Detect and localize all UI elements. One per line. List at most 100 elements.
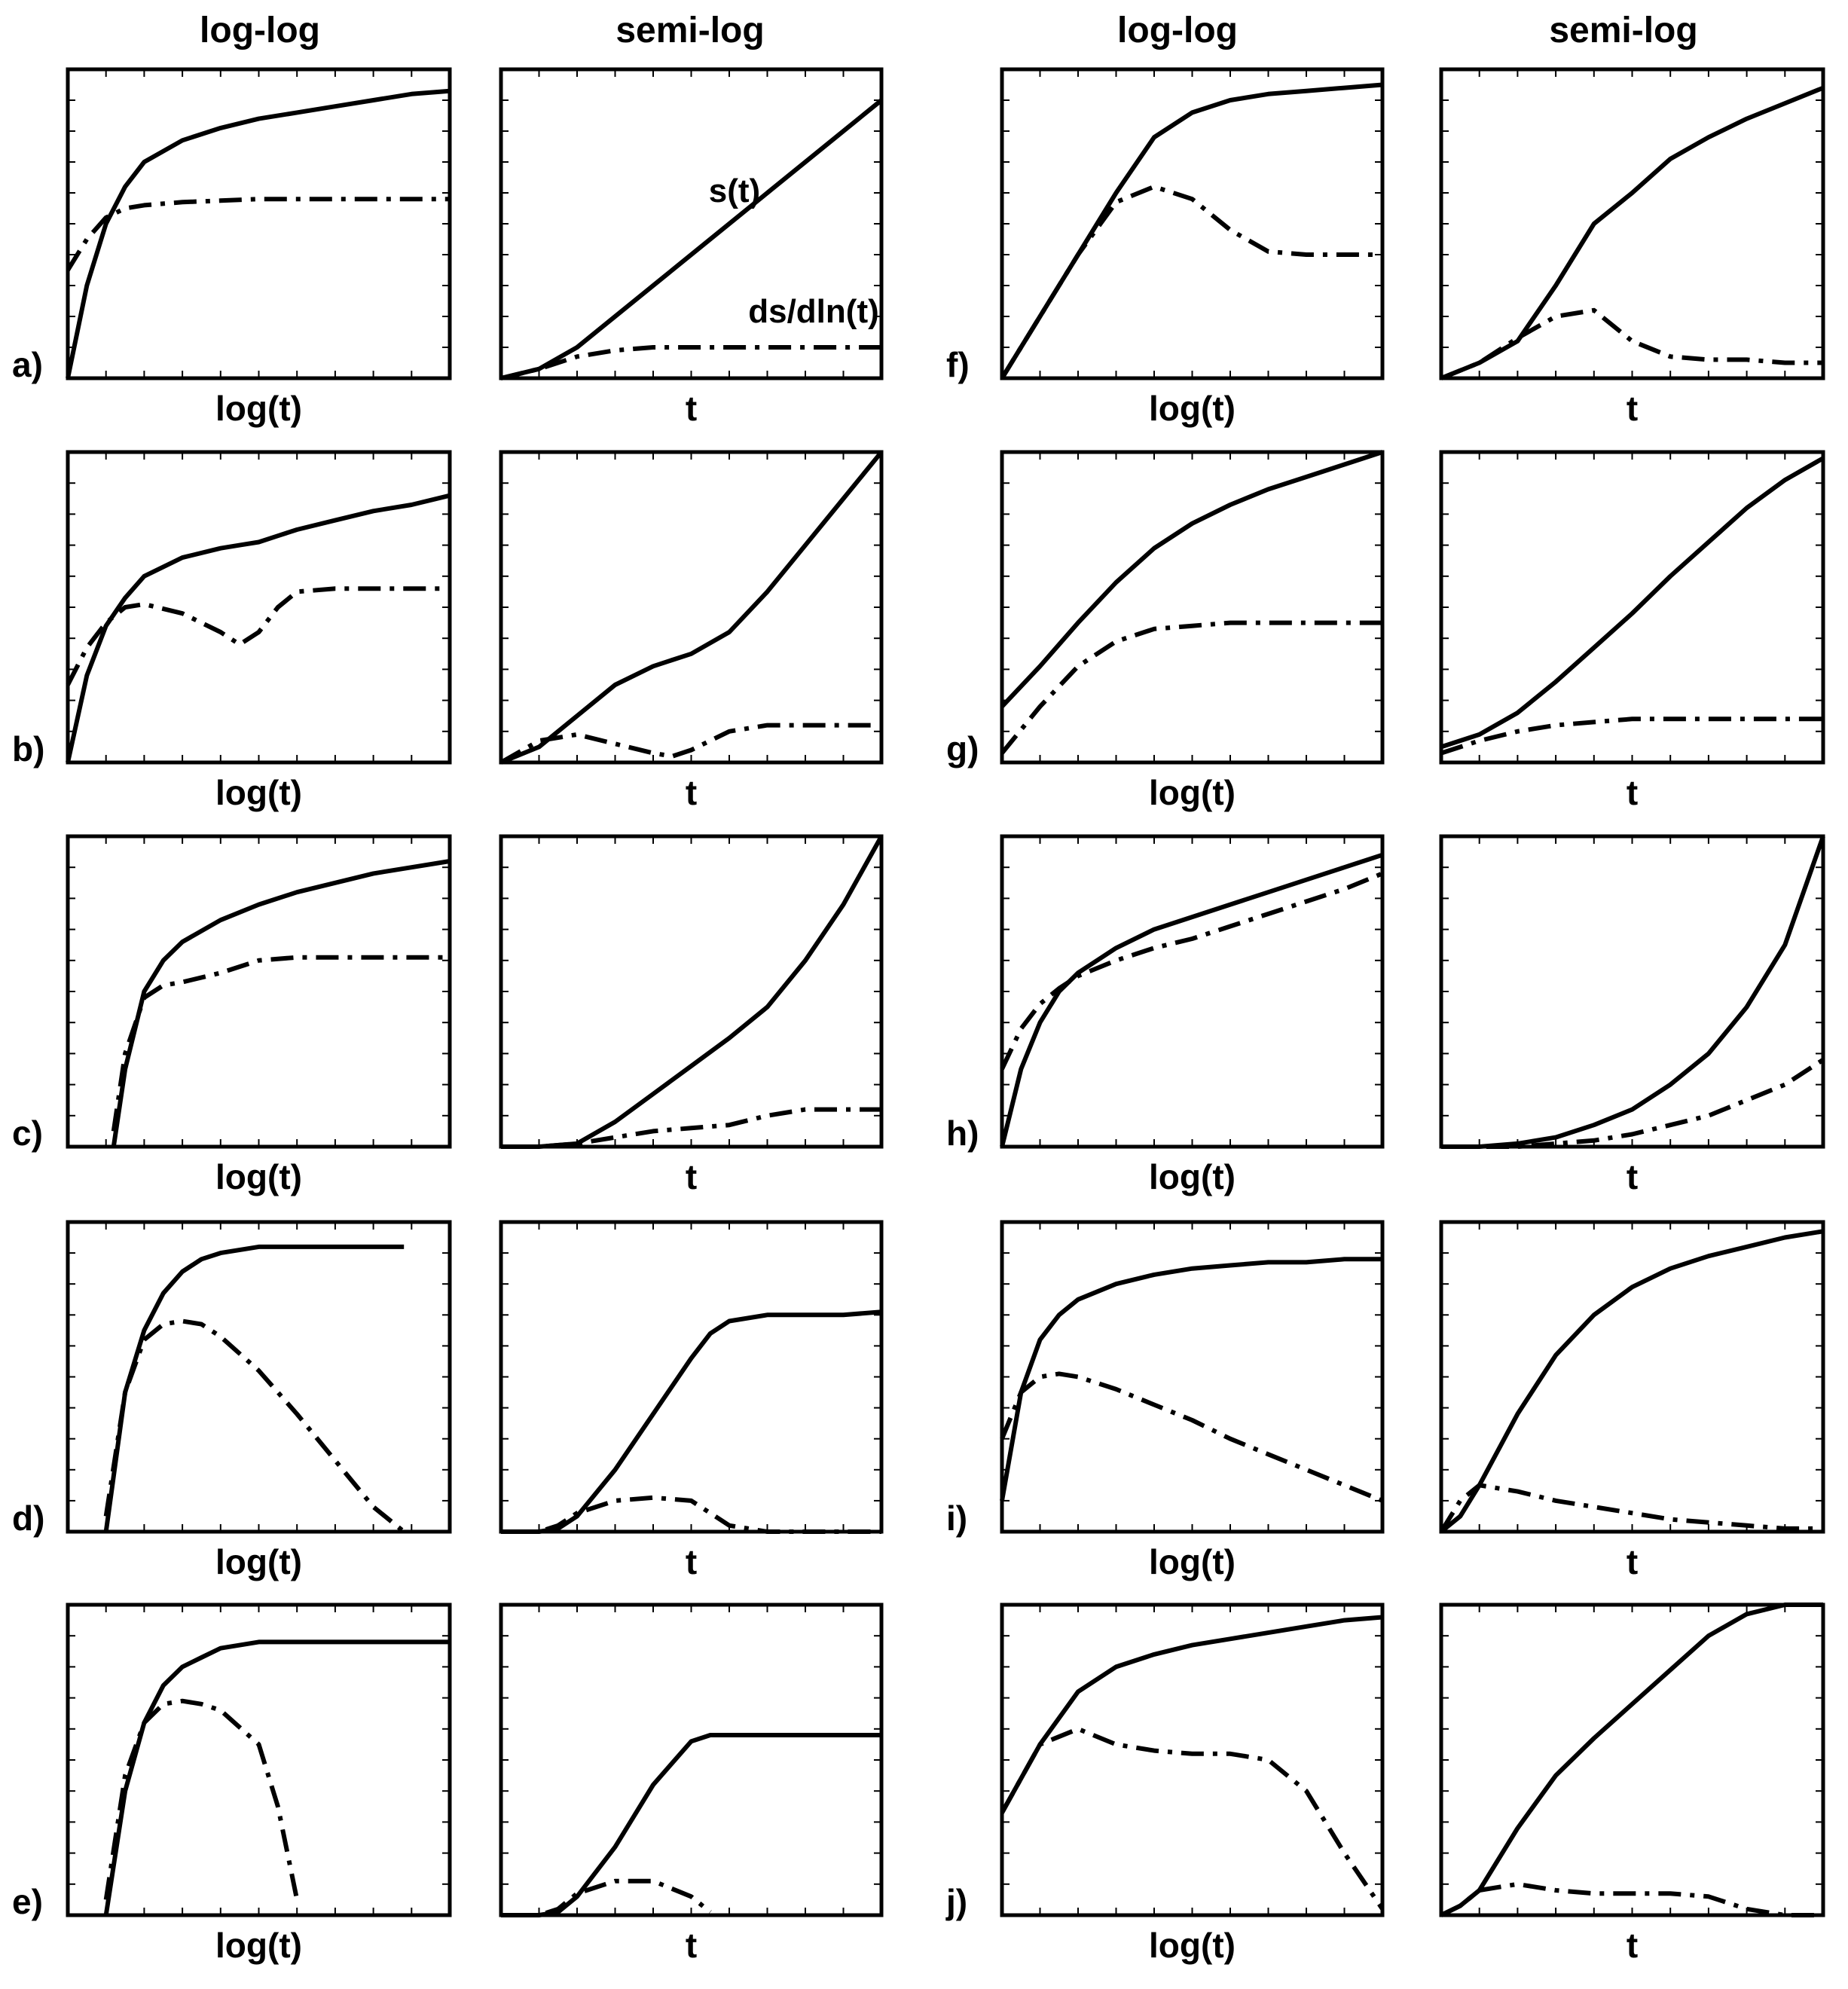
panel-frame bbox=[66, 1220, 452, 1534]
series-s-b2 bbox=[499, 451, 884, 765]
series-dsdln-g bbox=[1000, 620, 1382, 755]
x-axis-label: log(t) bbox=[1149, 1157, 1236, 1196]
panel-frame bbox=[66, 1603, 452, 1917]
panel-frame bbox=[499, 67, 884, 380]
series-s-e bbox=[103, 1639, 450, 1916]
series-s-i bbox=[1000, 1257, 1382, 1502]
series-s-d bbox=[103, 1244, 405, 1532]
x-axis-label: log(t) bbox=[1149, 1926, 1236, 1965]
panel-j2: t bbox=[1439, 1603, 1825, 1965]
series-dsdln-b2 bbox=[499, 723, 881, 765]
annotation-solid: s(t) bbox=[709, 173, 760, 209]
x-axis-label: t bbox=[1627, 773, 1638, 812]
x-axis-label: t bbox=[686, 1542, 697, 1581]
panel-label: e) bbox=[12, 1882, 43, 1921]
panel-c2: t bbox=[499, 834, 884, 1196]
panel-label: f) bbox=[946, 345, 970, 384]
panel-b2: t bbox=[499, 450, 884, 812]
x-axis-label: log(t) bbox=[215, 389, 302, 428]
series-dsdln-g2 bbox=[1440, 716, 1823, 756]
panel-c: log(t) c) bbox=[12, 834, 452, 1196]
x-axis-label: log(t) bbox=[215, 773, 302, 812]
panel-frame bbox=[499, 1603, 884, 1917]
panel-frame bbox=[499, 450, 884, 765]
panel-d: log(t) d) bbox=[12, 1220, 452, 1581]
x-axis-label: t bbox=[1627, 389, 1638, 428]
panel-e: log(t) e) bbox=[12, 1603, 452, 1965]
series-dsdln-c2 bbox=[501, 1107, 881, 1149]
panel-g: log(t) g) bbox=[946, 450, 1385, 812]
panel-frame bbox=[66, 834, 452, 1149]
x-axis-label: log(t) bbox=[215, 1926, 302, 1965]
series-s-b bbox=[66, 493, 451, 763]
panel-f: log(t) f) bbox=[946, 67, 1385, 428]
x-axis-label: t bbox=[1627, 1542, 1638, 1581]
series-dsdln-a2 bbox=[500, 345, 881, 380]
panel-label: c) bbox=[12, 1114, 43, 1153]
x-axis-label: log(t) bbox=[1149, 773, 1236, 812]
panel-label: j) bbox=[945, 1882, 967, 1921]
panel-label: a) bbox=[12, 345, 43, 384]
series-s-h2 bbox=[1441, 836, 1825, 1149]
panel-frame bbox=[1439, 834, 1825, 1149]
panel-a: log(t) a) bbox=[12, 67, 452, 428]
panel-h2: t bbox=[1439, 834, 1825, 1196]
series-s-h bbox=[1000, 852, 1383, 1147]
panel-frame bbox=[66, 67, 452, 380]
panel-label: h) bbox=[946, 1114, 979, 1153]
panel-frame bbox=[1439, 1220, 1825, 1534]
panel-frame bbox=[1439, 67, 1825, 380]
series-s-a2 bbox=[500, 98, 883, 380]
panel-frame bbox=[1439, 450, 1825, 765]
series-dsdln-c bbox=[111, 955, 450, 1132]
series-s-g bbox=[1000, 450, 1383, 708]
series-dsdln-f bbox=[1000, 184, 1382, 380]
panel-j: log(t) j) bbox=[945, 1603, 1385, 1965]
series-dsdln-b bbox=[66, 586, 450, 686]
series-s-d2 bbox=[501, 1309, 882, 1534]
panels: log(t) a) t log(t) b) t log(t) c) t log(t) d) t log(… bbox=[12, 67, 1825, 1965]
series-dsdln-a bbox=[66, 197, 450, 272]
panel-i2: t bbox=[1439, 1220, 1825, 1581]
series-s-c2 bbox=[501, 835, 884, 1149]
series-dsdln-d2 bbox=[501, 1495, 881, 1534]
panel-i: log(t) i) bbox=[946, 1220, 1385, 1581]
series-s-f2 bbox=[1440, 85, 1825, 380]
x-axis-label: t bbox=[686, 1157, 697, 1196]
series-dsdln-h bbox=[1000, 871, 1384, 1071]
series-s-f bbox=[1000, 82, 1383, 380]
x-axis-label: t bbox=[1627, 1157, 1638, 1196]
header-loglog-left: log-log bbox=[200, 11, 320, 50]
series-s-c bbox=[111, 859, 451, 1147]
x-axis-label: log(t) bbox=[1149, 389, 1236, 428]
panel-b: log(t) b) bbox=[12, 450, 452, 812]
header-loglog-right: log-log bbox=[1117, 11, 1238, 50]
series-s-j2 bbox=[1440, 1603, 1823, 1917]
series-dsdln-e bbox=[103, 1698, 300, 1901]
annotation-dashdot: ds/dln(t) bbox=[748, 293, 879, 330]
series-dsdln-d bbox=[103, 1318, 406, 1534]
header-semilog-left: semi-log bbox=[615, 11, 764, 50]
x-axis-label: log(t) bbox=[1149, 1542, 1236, 1581]
panel-frame bbox=[1439, 1603, 1825, 1917]
x-axis-label: t bbox=[686, 1926, 697, 1965]
panel-frame bbox=[499, 834, 884, 1149]
series-dsdln-f2 bbox=[1440, 307, 1823, 380]
panel-g2: t bbox=[1439, 450, 1825, 812]
header-semilog-right: semi-log bbox=[1549, 11, 1697, 50]
panel-label: i) bbox=[946, 1499, 967, 1538]
panel-h: log(t) h) bbox=[946, 834, 1385, 1196]
series-s-e2 bbox=[501, 1733, 881, 1917]
panel-frame bbox=[1000, 1603, 1385, 1917]
x-axis-label: t bbox=[686, 389, 697, 428]
series-dsdln-i bbox=[1000, 1371, 1384, 1503]
series-dsdln-e2 bbox=[501, 1878, 712, 1917]
panel-frame bbox=[1000, 450, 1385, 765]
series-dsdln-j2 bbox=[1440, 1881, 1823, 1917]
series-s-j bbox=[1000, 1615, 1383, 1814]
series-s-g2 bbox=[1440, 456, 1825, 750]
series-dsdln-h2 bbox=[1441, 1058, 1825, 1149]
panel-e2: t bbox=[499, 1603, 884, 1965]
series-s-a bbox=[66, 88, 451, 379]
